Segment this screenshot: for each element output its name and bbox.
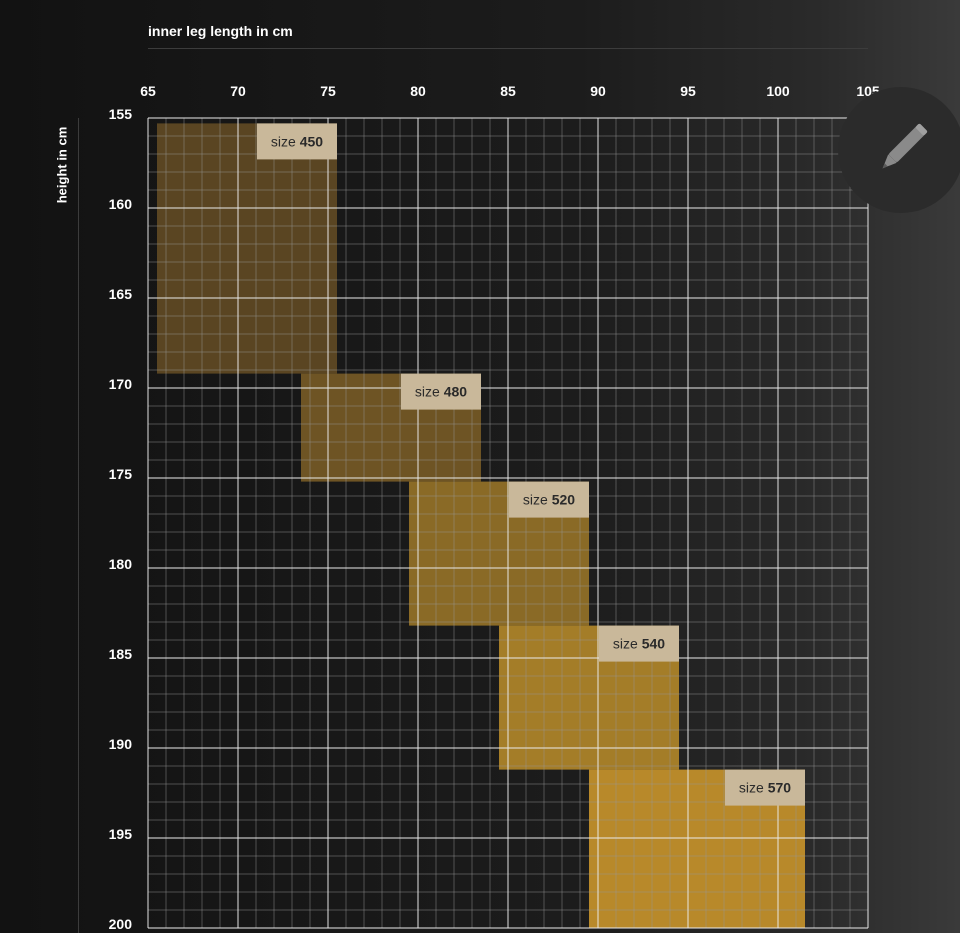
size-label: size 520 bbox=[523, 492, 575, 508]
size-label-box bbox=[509, 481, 589, 518]
size-label: size 480 bbox=[415, 384, 467, 400]
size-label-prefix: size bbox=[415, 384, 444, 400]
x-tick-label: 80 bbox=[410, 83, 426, 99]
x-tick-label: 75 bbox=[320, 83, 336, 99]
size-label-value: 570 bbox=[768, 780, 792, 796]
size-label: size 450 bbox=[271, 133, 323, 149]
x-tick-label: 65 bbox=[140, 83, 156, 99]
y-tick-label: 155 bbox=[109, 106, 133, 122]
x-tick-label: 90 bbox=[590, 83, 606, 99]
size-label-value: 450 bbox=[300, 133, 324, 149]
y-tick-label: 200 bbox=[109, 916, 133, 932]
size-label-box bbox=[725, 769, 805, 806]
y-axis-title-divider bbox=[78, 118, 79, 933]
x-axis-title: inner leg length in cm bbox=[148, 23, 293, 39]
size-label-prefix: size bbox=[739, 780, 768, 796]
x-tick-label: 95 bbox=[680, 83, 696, 99]
y-tick-label: 185 bbox=[109, 646, 133, 662]
y-tick-label: 175 bbox=[109, 466, 133, 482]
y-tick-label: 180 bbox=[109, 556, 133, 572]
size-label: size 570 bbox=[739, 780, 791, 796]
size-label-prefix: size bbox=[613, 636, 642, 652]
size-region-450 bbox=[157, 123, 337, 374]
y-tick-label: 190 bbox=[109, 736, 133, 752]
edit-button[interactable] bbox=[838, 87, 960, 213]
size-label-value: 480 bbox=[444, 384, 468, 400]
size-label-value: 520 bbox=[552, 492, 576, 508]
size-label-box bbox=[401, 373, 481, 410]
size-label-value: 540 bbox=[642, 636, 666, 652]
size-label: size 540 bbox=[613, 636, 665, 652]
x-axis-title-divider bbox=[148, 48, 868, 49]
size-label-box bbox=[599, 625, 679, 662]
size-label-prefix: size bbox=[523, 492, 552, 508]
y-tick-label: 160 bbox=[109, 196, 133, 212]
x-tick-label: 100 bbox=[766, 83, 790, 99]
size-label-box bbox=[257, 123, 337, 160]
x-tick-label: 70 bbox=[230, 83, 246, 99]
pencil-icon bbox=[882, 123, 928, 169]
y-tick-label: 170 bbox=[109, 376, 133, 392]
size-label-prefix: size bbox=[271, 133, 300, 149]
y-tick-label: 165 bbox=[109, 286, 133, 302]
x-tick-label: 85 bbox=[500, 83, 516, 99]
y-tick-label: 195 bbox=[109, 826, 133, 842]
